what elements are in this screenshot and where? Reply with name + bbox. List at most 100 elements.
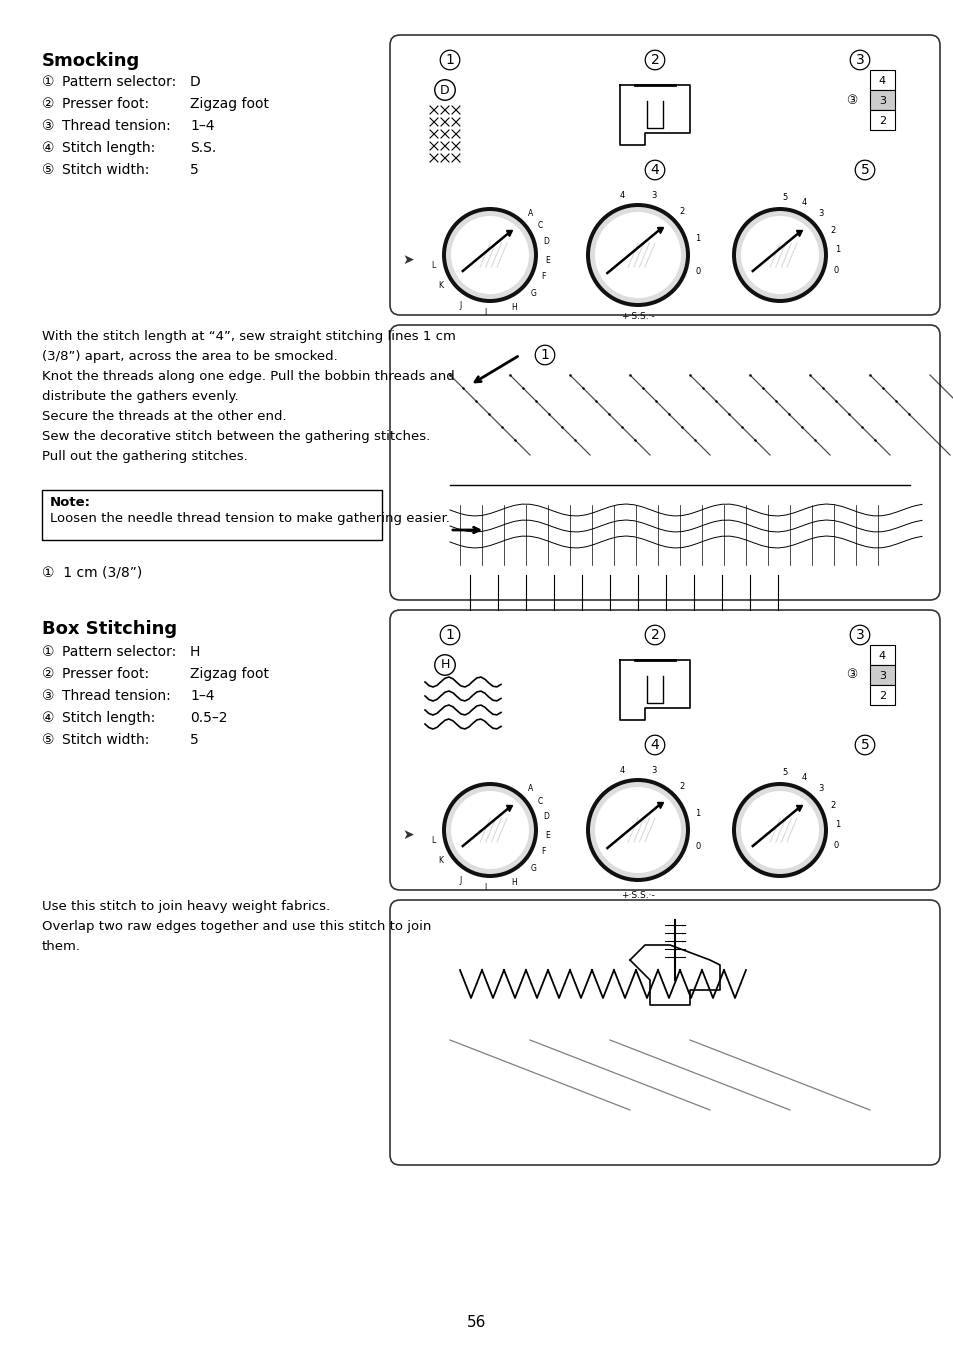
Text: 0: 0 bbox=[833, 265, 838, 275]
Text: 1: 1 bbox=[695, 810, 700, 818]
Text: 4: 4 bbox=[878, 76, 885, 86]
Text: 4: 4 bbox=[618, 765, 624, 775]
Circle shape bbox=[441, 207, 537, 303]
Text: 4: 4 bbox=[801, 198, 806, 207]
Text: Use this stitch to join heavy weight fabrics.: Use this stitch to join heavy weight fab… bbox=[42, 900, 330, 913]
Text: 4: 4 bbox=[650, 163, 659, 177]
Text: ③: ③ bbox=[42, 689, 54, 703]
Text: 3: 3 bbox=[818, 209, 822, 219]
Text: 4: 4 bbox=[878, 651, 885, 660]
Bar bbox=[869, 646, 894, 665]
Text: S.S.: S.S. bbox=[190, 141, 216, 155]
Text: Stitch length:: Stitch length: bbox=[62, 141, 155, 155]
Text: ➤: ➤ bbox=[402, 828, 414, 843]
Text: G: G bbox=[530, 864, 536, 874]
Bar bbox=[869, 110, 894, 130]
Circle shape bbox=[446, 211, 534, 299]
Text: L: L bbox=[431, 261, 435, 269]
Text: 5: 5 bbox=[781, 768, 787, 777]
Text: 1: 1 bbox=[540, 348, 549, 361]
FancyBboxPatch shape bbox=[390, 610, 939, 890]
Text: 0: 0 bbox=[695, 841, 700, 851]
Text: ③: ③ bbox=[845, 94, 857, 106]
Text: 0.5–2: 0.5–2 bbox=[190, 711, 227, 724]
Text: Stitch width:: Stitch width: bbox=[62, 733, 150, 747]
Bar bbox=[869, 90, 894, 110]
Text: 5: 5 bbox=[190, 163, 198, 177]
Text: 2: 2 bbox=[679, 207, 683, 216]
Text: 3: 3 bbox=[855, 53, 863, 67]
Text: ①: ① bbox=[42, 75, 54, 88]
Text: D: D bbox=[543, 238, 549, 246]
Text: ④: ④ bbox=[42, 141, 54, 155]
Text: 2: 2 bbox=[650, 628, 659, 641]
FancyBboxPatch shape bbox=[42, 491, 381, 540]
Text: E: E bbox=[545, 255, 550, 265]
Text: C: C bbox=[537, 222, 542, 231]
Text: 5: 5 bbox=[860, 163, 868, 177]
Circle shape bbox=[731, 207, 827, 303]
Text: H: H bbox=[190, 646, 200, 659]
Text: ②: ② bbox=[42, 96, 54, 111]
Text: H: H bbox=[511, 303, 517, 313]
Text: 1: 1 bbox=[445, 628, 454, 641]
Text: 56: 56 bbox=[467, 1316, 486, 1330]
Text: I: I bbox=[483, 883, 486, 893]
Circle shape bbox=[451, 791, 529, 868]
Text: Loosen the needle thread tension to make gathering easier.: Loosen the needle thread tension to make… bbox=[50, 512, 450, 525]
Text: 1: 1 bbox=[695, 235, 700, 243]
Text: 3: 3 bbox=[855, 628, 863, 641]
Text: K: K bbox=[437, 856, 443, 866]
Circle shape bbox=[740, 791, 818, 868]
Text: Smocking: Smocking bbox=[42, 52, 140, 71]
Text: ③: ③ bbox=[845, 669, 857, 681]
Circle shape bbox=[735, 786, 823, 874]
FancyBboxPatch shape bbox=[390, 35, 939, 315]
Text: D: D bbox=[439, 83, 450, 96]
Text: D: D bbox=[543, 813, 549, 821]
Text: 4: 4 bbox=[801, 773, 806, 781]
FancyBboxPatch shape bbox=[390, 325, 939, 601]
Text: 2: 2 bbox=[679, 781, 683, 791]
FancyBboxPatch shape bbox=[390, 900, 939, 1165]
Text: distribute the gathers evenly.: distribute the gathers evenly. bbox=[42, 390, 238, 404]
Text: ①  1 cm (3/8”): ① 1 cm (3/8”) bbox=[42, 565, 142, 579]
Circle shape bbox=[451, 216, 529, 294]
Text: 3: 3 bbox=[878, 671, 885, 681]
Text: H: H bbox=[511, 878, 517, 887]
Circle shape bbox=[735, 211, 823, 299]
Text: +·S.S.·-: +·S.S.·- bbox=[620, 313, 654, 321]
Text: F: F bbox=[541, 272, 545, 281]
Text: 2: 2 bbox=[878, 116, 885, 126]
Text: Presser foot:: Presser foot: bbox=[62, 667, 149, 681]
Text: H: H bbox=[440, 659, 449, 671]
Text: ⑤: ⑤ bbox=[42, 733, 54, 747]
Text: L: L bbox=[431, 836, 435, 844]
Text: 3: 3 bbox=[651, 765, 656, 775]
Text: them.: them. bbox=[42, 940, 81, 953]
Circle shape bbox=[731, 781, 827, 878]
Text: Pull out the gathering stitches.: Pull out the gathering stitches. bbox=[42, 450, 248, 463]
Text: ⑤: ⑤ bbox=[42, 163, 54, 177]
Text: Zigzag foot: Zigzag foot bbox=[190, 96, 269, 111]
Text: 3: 3 bbox=[878, 96, 885, 106]
Text: 1–4: 1–4 bbox=[190, 120, 214, 133]
Text: ②: ② bbox=[42, 667, 54, 681]
Text: 0: 0 bbox=[833, 840, 838, 849]
Text: I: I bbox=[483, 308, 486, 317]
Circle shape bbox=[595, 787, 680, 872]
Text: A: A bbox=[528, 784, 533, 794]
Text: Secure the threads at the other end.: Secure the threads at the other end. bbox=[42, 410, 286, 423]
Text: 2: 2 bbox=[829, 800, 834, 810]
Circle shape bbox=[446, 786, 534, 874]
Text: D: D bbox=[190, 75, 200, 88]
Text: A: A bbox=[528, 209, 533, 219]
Text: 1–4: 1–4 bbox=[190, 689, 214, 703]
Text: Knot the threads along one edge. Pull the bobbin threads and: Knot the threads along one edge. Pull th… bbox=[42, 370, 455, 383]
Text: 5: 5 bbox=[860, 738, 868, 752]
Circle shape bbox=[589, 781, 685, 878]
Text: C: C bbox=[537, 796, 542, 806]
Circle shape bbox=[441, 781, 537, 878]
Circle shape bbox=[585, 202, 689, 307]
Text: J: J bbox=[459, 875, 461, 885]
